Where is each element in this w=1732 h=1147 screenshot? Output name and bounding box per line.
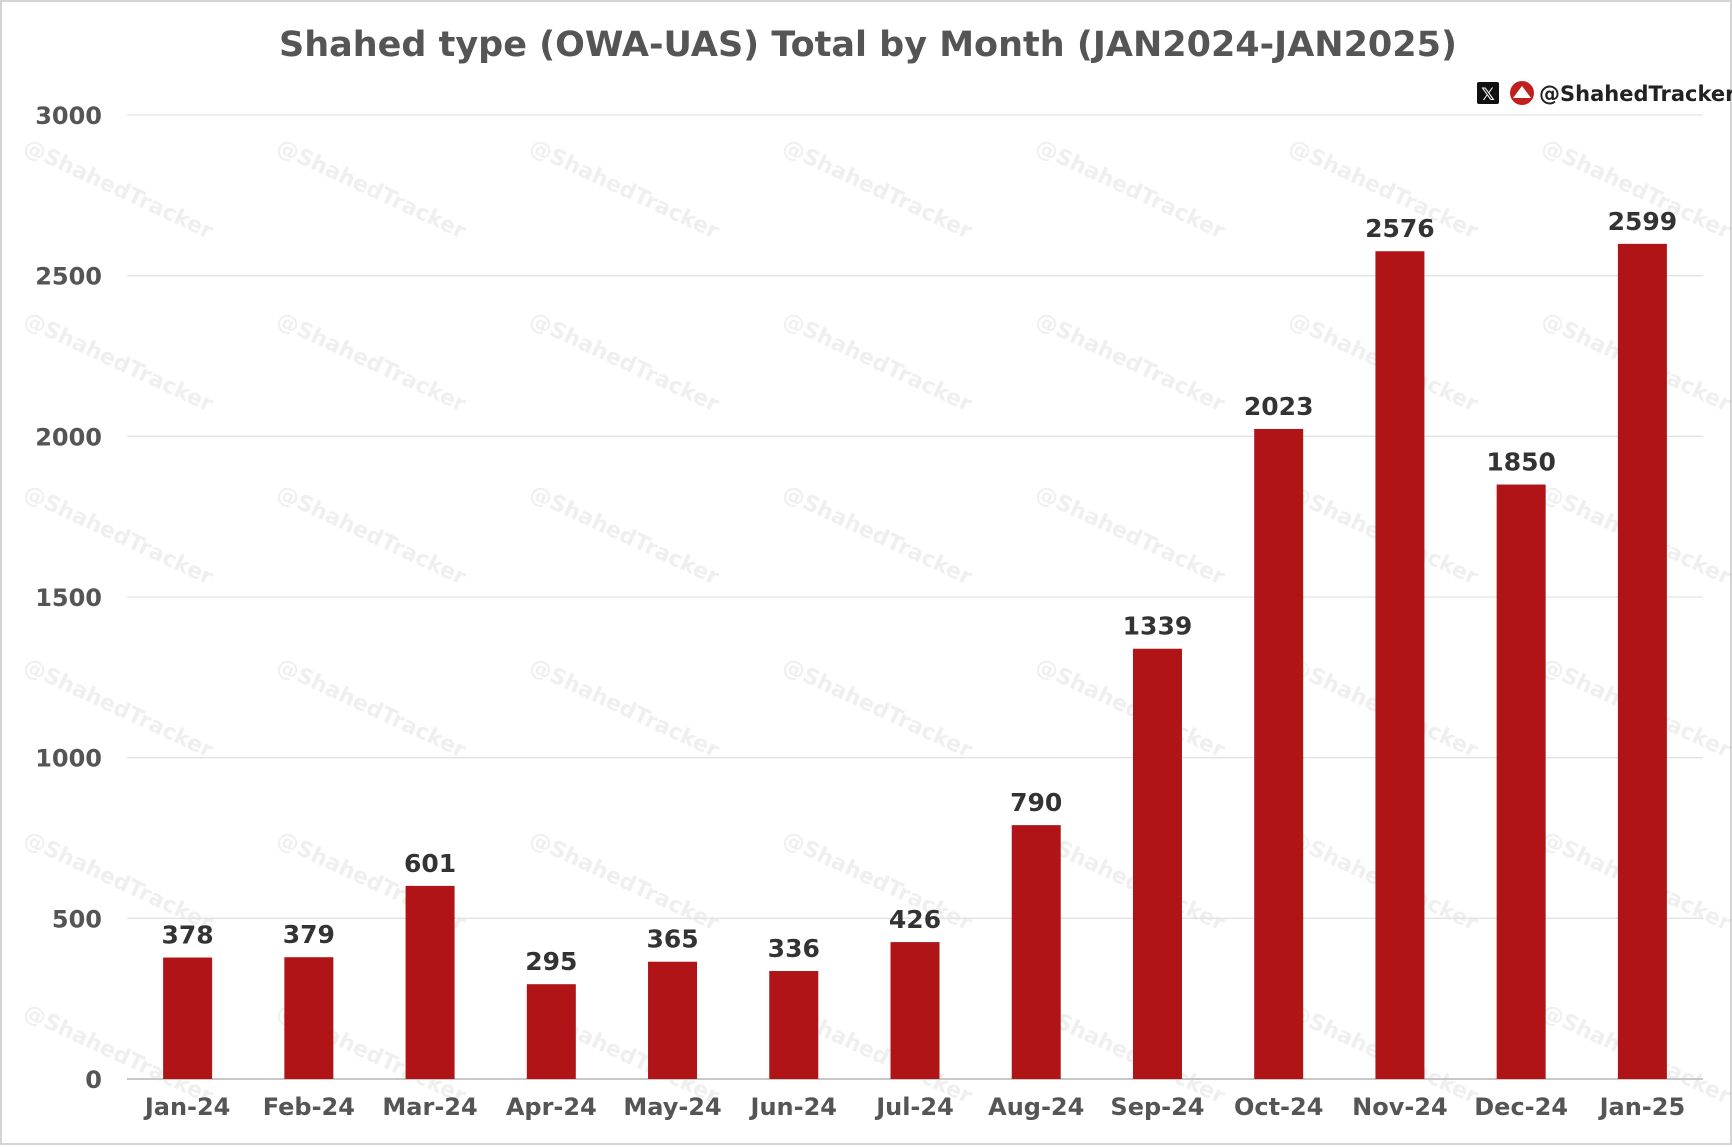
x-tick-label: Dec-24: [1474, 1093, 1568, 1121]
watermark-text: @ShahedTracker: [1031, 827, 1228, 937]
chart-title: Shahed type (OWA-UAS) Total by Month (JA…: [279, 25, 1457, 65]
data-label: 426: [889, 905, 941, 934]
watermark-text: @ShahedTracker: [1031, 135, 1228, 245]
watermark-text: @ShahedTracker: [272, 654, 469, 764]
data-label: 336: [768, 934, 820, 963]
data-label: 790: [1010, 788, 1062, 817]
data-labels: 378 379 601 295 365 336 426 790 1339 2023 2576 1850…: [162, 207, 1678, 976]
watermark-text: @ShahedTracker: [1031, 654, 1228, 764]
bars: [163, 243, 1667, 1080]
data-label: 1339: [1123, 612, 1193, 641]
bar-nov-24: [1375, 251, 1425, 1079]
data-label: 378: [162, 921, 214, 950]
bar-jan-25: [1617, 243, 1667, 1079]
x-tick-label: Aug-24: [988, 1093, 1084, 1121]
y-tick-label: 500: [52, 905, 102, 933]
watermark-text: @ShahedTracker: [272, 135, 469, 245]
x-tick-label: Sep-24: [1110, 1093, 1204, 1121]
y-tick-label: 1000: [35, 745, 102, 773]
bar-jun-24: [769, 971, 819, 1079]
watermark-text: @ShahedTracker: [778, 135, 975, 245]
bar-sep-24: [1132, 648, 1182, 1079]
x-tick-label: Jun-24: [749, 1093, 837, 1121]
x-tick-label: Mar-24: [382, 1093, 477, 1121]
y-tick-label: 3000: [35, 102, 102, 130]
data-label: 2023: [1244, 392, 1314, 421]
x-tick-label: Jul-24: [874, 1093, 954, 1121]
watermark-text: @ShahedTracker: [778, 654, 975, 764]
watermark-text: @ShahedTracker: [272, 481, 469, 591]
data-label: 295: [525, 947, 577, 976]
watermark-text: @ShahedTracker: [525, 481, 722, 591]
y-tick-labels: 0 500 1000 1500 2000 2500 3000: [35, 102, 102, 1094]
bar-may-24: [648, 961, 698, 1079]
gridlines: [127, 114, 1703, 1080]
watermark-text: @ShahedTracker: [19, 481, 216, 591]
bar-dec-24: [1496, 484, 1546, 1079]
bar-feb-24: [284, 957, 334, 1079]
data-label: 2599: [1608, 207, 1678, 236]
data-label: 379: [283, 920, 335, 949]
x-logo-icon: [1477, 82, 1499, 104]
bar-jan-24: [163, 957, 213, 1079]
y-tick-label: 0: [85, 1066, 102, 1094]
x-tick-label: Oct-24: [1234, 1093, 1323, 1121]
y-tick-label: 2500: [35, 263, 102, 291]
watermark-text: @ShahedTracker: [1031, 308, 1228, 418]
watermark-text: @ShahedTracker: [1031, 481, 1228, 591]
watermark-text: @ShahedTracker: [778, 827, 975, 937]
branding: 𝕏 @ShahedTracker: [1477, 81, 1732, 106]
watermark-text: @ShahedTracker: [19, 135, 216, 245]
watermark-text: @ShahedTracker: [778, 481, 975, 591]
y-tick-label: 1500: [35, 584, 102, 612]
bar-aug-24: [1011, 825, 1061, 1079]
watermark-layer: @ShahedTracker @ShahedTracker @ShahedTrack…: [19, 135, 1732, 1110]
brand-handle: @ShahedTracker: [1539, 82, 1732, 106]
x-tick-label: Nov-24: [1352, 1093, 1448, 1121]
watermark-text: @ShahedTracker: [19, 308, 216, 418]
bar-mar-24: [405, 885, 455, 1079]
x-tick-label: Jan-24: [143, 1093, 231, 1121]
x-tick-label: Jan-25: [1598, 1093, 1686, 1121]
x-tick-label: Apr-24: [506, 1093, 597, 1121]
watermark-text: @ShahedTracker: [525, 827, 722, 937]
y-tick-label: 2000: [35, 423, 102, 451]
x-logo-glyph: 𝕏: [1481, 85, 1495, 105]
watermark-text: @ShahedTracker: [525, 308, 722, 418]
watermark-text: @ShahedTracker: [272, 308, 469, 418]
data-label: 2576: [1365, 214, 1435, 243]
x-tick-label: Feb-24: [263, 1093, 355, 1121]
watermark-text: @ShahedTracker: [525, 135, 722, 245]
watermark-text: @ShahedTracker: [525, 654, 722, 764]
shahedtracker-logo-icon: [1510, 81, 1534, 105]
watermark-text: @ShahedTracker: [778, 308, 975, 418]
x-tick-labels: Jan-24 Feb-24 Mar-24 Apr-24 May-24 Jun-24 Jul-…: [143, 1093, 1685, 1121]
x-tick-label: May-24: [623, 1093, 721, 1121]
bar-oct-24: [1254, 428, 1304, 1080]
data-label: 601: [404, 849, 456, 878]
data-label: 1850: [1486, 448, 1556, 477]
data-label: 365: [646, 925, 698, 954]
bar-jul-24: [890, 942, 940, 1079]
bar-apr-24: [526, 984, 576, 1079]
